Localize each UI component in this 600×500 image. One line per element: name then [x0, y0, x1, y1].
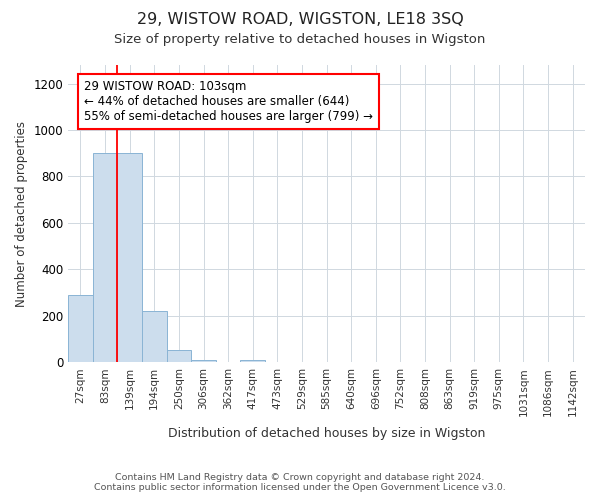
Text: 29 WISTOW ROAD: 103sqm
← 44% of detached houses are smaller (644)
55% of semi-de: 29 WISTOW ROAD: 103sqm ← 44% of detached…	[83, 80, 373, 123]
Bar	[241, 360, 265, 362]
Text: Contains HM Land Registry data © Crown copyright and database right 2024.
Contai: Contains HM Land Registry data © Crown c…	[94, 473, 506, 492]
Bar	[191, 360, 216, 362]
Bar	[167, 350, 191, 362]
Text: 29, WISTOW ROAD, WIGSTON, LE18 3SQ: 29, WISTOW ROAD, WIGSTON, LE18 3SQ	[137, 12, 463, 28]
Bar	[93, 154, 118, 362]
Bar	[68, 295, 93, 362]
Y-axis label: Number of detached properties: Number of detached properties	[15, 120, 28, 306]
X-axis label: Distribution of detached houses by size in Wigston: Distribution of detached houses by size …	[168, 427, 485, 440]
Bar	[118, 154, 142, 362]
Bar	[142, 311, 167, 362]
Text: Size of property relative to detached houses in Wigston: Size of property relative to detached ho…	[115, 32, 485, 46]
